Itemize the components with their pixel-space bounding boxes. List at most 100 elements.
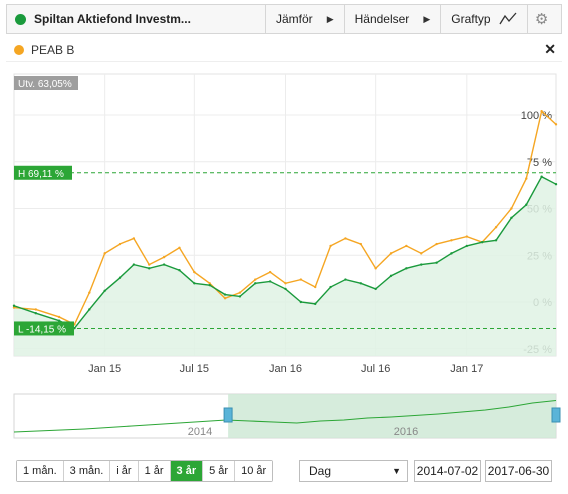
navigator-handle-left[interactable] [223,407,233,423]
data-point-fund [254,282,257,285]
fund-area [14,176,556,356]
caret-right-icon: ▶ [423,13,431,24]
range-controls: 1 mån. 3 mån. i år 1 år 3 år 5 år 10 år [16,460,274,482]
date-from-value: 2014-07-02 [416,464,479,478]
interval-value: Dag [309,464,332,478]
data-point-fund [314,302,317,306]
change-badge-bg [14,76,78,90]
graphtype-label: Graftyp [451,12,491,26]
data-point-fund [178,269,181,272]
data-point-peab [178,246,181,249]
navigator-chart[interactable]: 2014 2016 [0,392,568,444]
data-point-peab [329,244,332,248]
series-line-fund[interactable] [13,175,557,330]
data-point-peab [344,237,347,240]
peab-color-dot [14,44,24,55]
data-point-fund [405,267,408,270]
navigator-handle-right[interactable] [551,407,561,423]
data-point-peab [148,263,151,266]
close-icon[interactable]: ✕ [544,41,556,57]
data-point-fund [420,263,423,266]
range-button[interactable]: 1 år [138,461,171,481]
data-point-peab [540,110,543,113]
data-point-fund [540,175,543,178]
data-point-fund [299,300,303,304]
data-point-fund [268,280,272,283]
data-point-peab [465,235,469,238]
chart-toolbar: Spiltan Aktiefond Investm... Jämför ▶ Hä… [6,4,562,34]
data-point-fund [510,216,513,220]
data-point-peab [88,291,91,294]
legend-series-name: PEAB B [31,42,75,57]
data-point-peab [435,242,438,246]
series-line-peab[interactable] [13,109,557,326]
data-point-fund [465,244,469,248]
data-point-fund [525,203,528,206]
data-point-peab [118,242,122,246]
x-tick-label: Jul 16 [361,363,390,375]
data-point-fund [132,263,136,266]
events-button[interactable]: Händelser ▶ [345,5,442,33]
y-tick-label: 75 % [527,157,552,169]
data-point-fund [148,267,151,270]
data-point-peab [34,308,37,311]
x-tick-label: Jan 15 [88,363,121,375]
date-from-input[interactable]: 2014-07-02 [414,460,481,482]
fund-title-area[interactable]: Spiltan Aktiefond Investm... [7,5,266,33]
data-point-fund [284,287,287,291]
data-point-peab [494,226,498,229]
chevron-down-icon: ▼ [392,466,401,476]
date-to-input[interactable]: 2017-06-30 [485,460,552,482]
data-point-peab [223,297,227,300]
navigator-year-label: 2016 [394,426,418,438]
compare-label: Jämför [276,12,313,26]
data-point-fund [88,308,91,311]
data-point-peab [193,270,196,274]
range-button-group: 1 mån. 3 mån. i år 1 år 3 år 5 år 10 år [16,460,274,482]
navigator-selection[interactable] [228,394,556,438]
range-button[interactable]: 10 år [235,461,273,481]
data-point-fund [12,304,16,307]
data-point-peab [103,252,106,255]
graphtype-button[interactable]: Graftyp [441,5,528,33]
x-tick-label: Jul 15 [180,363,209,375]
x-tick-label: Jan 17 [450,363,483,375]
high-badge-bg [14,165,72,180]
data-point-fund [554,182,558,186]
data-point-fund [223,293,227,296]
data-point-peab [162,255,166,259]
gear-icon[interactable]: ⚙ [534,11,549,28]
data-point-fund [344,278,347,281]
range-button[interactable]: 3 år [170,461,204,481]
data-point-fund [34,312,37,315]
fund-color-dot [15,13,26,25]
data-point-fund [494,239,498,242]
range-button[interactable]: 3 mån. [63,461,111,481]
data-point-peab [420,252,423,255]
range-button[interactable]: 1 mån. [17,461,64,481]
low-badge: L -14,15 % [18,324,66,335]
data-point-peab [359,242,363,246]
data-point-fund [162,263,166,266]
data-point-fund [118,276,122,279]
data-point-peab [208,282,211,285]
data-point-fund [389,274,393,278]
data-point-fund [57,319,61,322]
data-point-peab [314,285,317,289]
interval-select[interactable]: Dag ▼ [299,460,408,482]
range-button[interactable]: 5 år [203,461,236,481]
date-to-value: 2017-06-30 [487,464,550,478]
data-point-peab [238,291,242,294]
data-point-fund [450,252,453,255]
fund-title: Spiltan Aktiefond Investm... [34,12,191,26]
data-point-fund [480,240,484,244]
compare-button[interactable]: Jämför ▶ [266,5,345,33]
range-button[interactable]: i år [110,461,139,481]
data-point-fund [329,285,332,289]
data-point-peab [450,239,453,242]
series-legend: PEAB B ✕ [6,38,562,62]
data-point-peab [132,237,136,240]
x-tick-label: Jan 16 [269,363,302,375]
data-point-fund [208,283,211,287]
